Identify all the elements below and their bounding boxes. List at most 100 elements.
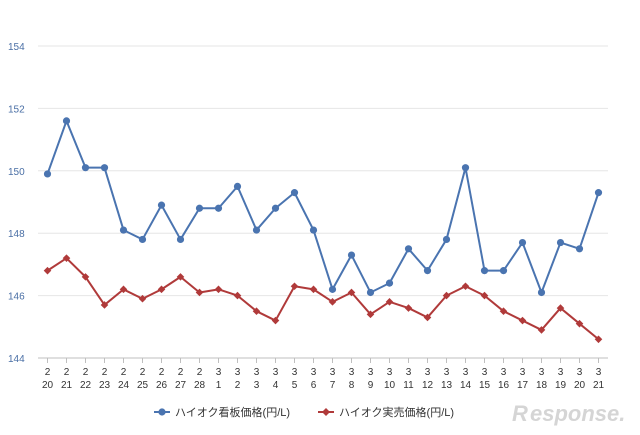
- data-point-series-1[interactable]: [43, 266, 52, 275]
- x-tick-label-month: 3: [216, 367, 222, 378]
- data-point-series-0[interactable]: [62, 117, 71, 125]
- x-tick-label-month: 2: [121, 367, 127, 378]
- data-point-series-1[interactable]: [138, 294, 147, 303]
- x-tick-label-month: 3: [273, 367, 279, 378]
- data-point-series-0[interactable]: [385, 279, 394, 287]
- x-tick-label-day: 6: [311, 380, 317, 391]
- legend-item-series-0[interactable]: ハイオク看板価格(円/L): [154, 405, 290, 419]
- data-point-series-1[interactable]: [100, 301, 109, 309]
- data-point-series-0[interactable]: [575, 245, 584, 253]
- data-point-series-1[interactable]: [233, 291, 242, 300]
- x-tick-label-month: 2: [45, 367, 51, 378]
- data-point-series-0[interactable]: [252, 226, 261, 234]
- data-point-series-0[interactable]: [233, 182, 242, 190]
- data-point-series-1[interactable]: [157, 285, 166, 294]
- data-point-series-1[interactable]: [575, 319, 584, 328]
- data-point-series-1[interactable]: [252, 307, 261, 315]
- x-tick-label-month: 3: [444, 367, 450, 378]
- data-point-series-0[interactable]: [157, 201, 166, 209]
- x-tick-label-month: 3: [501, 367, 507, 378]
- data-point-series-1[interactable]: [480, 291, 489, 300]
- data-point-series-0[interactable]: [594, 189, 603, 197]
- data-point-series-1[interactable]: [290, 282, 299, 291]
- data-point-series-1[interactable]: [328, 298, 337, 306]
- legend-label-series-0: ハイオク看板価格(円/L): [175, 405, 290, 419]
- data-point-series-0[interactable]: [347, 251, 356, 259]
- x-tick-label-day: 24: [118, 380, 130, 391]
- x-tick-label-day: 21: [61, 380, 73, 391]
- data-point-series-0[interactable]: [81, 164, 90, 172]
- x-tick-label-day: 25: [137, 380, 149, 391]
- data-point-series-0[interactable]: [290, 189, 299, 197]
- x-tick-label-month: 2: [159, 367, 165, 378]
- data-point-series-1[interactable]: [81, 273, 90, 281]
- x-tick-label-month: 2: [102, 367, 108, 378]
- data-point-series-0[interactable]: [404, 245, 413, 253]
- data-point-series-1[interactable]: [499, 307, 508, 315]
- data-point-series-0[interactable]: [100, 164, 109, 172]
- x-tick-label-month: 3: [254, 367, 260, 378]
- x-tick-label-day: 5: [292, 380, 298, 391]
- data-point-series-1[interactable]: [214, 285, 223, 294]
- x-tick-label-day: 2: [235, 380, 241, 391]
- data-point-series-1[interactable]: [556, 304, 565, 312]
- data-point-series-1[interactable]: [366, 310, 375, 319]
- data-point-series-1[interactable]: [195, 288, 204, 297]
- legend-marker-series-0: [158, 408, 166, 416]
- data-point-series-0[interactable]: [271, 204, 280, 212]
- x-tick-label-day: 3: [254, 380, 260, 391]
- x-tick-label-month: 3: [539, 367, 545, 378]
- data-point-series-1[interactable]: [385, 298, 394, 306]
- data-point-series-0[interactable]: [138, 235, 147, 244]
- data-point-series-1[interactable]: [461, 282, 470, 291]
- y-tick-label: 148: [8, 229, 25, 240]
- data-point-series-1[interactable]: [594, 335, 603, 344]
- watermark-text: esponse.: [530, 401, 625, 426]
- data-point-series-0[interactable]: [518, 238, 527, 247]
- x-tick-label-month: 3: [292, 367, 298, 378]
- data-point-series-1[interactable]: [119, 285, 128, 294]
- x-tick-label-day: 15: [479, 380, 491, 391]
- data-point-series-1[interactable]: [537, 326, 546, 334]
- x-tick-label-day: 9: [368, 380, 374, 391]
- watermark-logo-letter: R: [512, 401, 528, 426]
- data-point-series-0[interactable]: [556, 238, 565, 247]
- data-point-series-1[interactable]: [309, 285, 318, 294]
- x-tick-label-day: 20: [574, 380, 586, 391]
- data-point-series-0[interactable]: [442, 235, 451, 244]
- data-point-series-0[interactable]: [214, 204, 223, 212]
- data-point-series-0[interactable]: [309, 226, 318, 234]
- x-tick-label-month: 3: [330, 367, 336, 378]
- data-point-series-0[interactable]: [499, 267, 508, 275]
- data-point-series-0[interactable]: [461, 164, 470, 172]
- data-point-series-1[interactable]: [404, 304, 413, 312]
- data-point-series-0[interactable]: [537, 288, 546, 297]
- data-point-series-1[interactable]: [518, 316, 527, 325]
- data-point-series-1[interactable]: [423, 313, 432, 322]
- y-tick-label: 152: [8, 104, 25, 115]
- legend-item-series-1[interactable]: ハイオク実売価格(円/L): [318, 405, 454, 419]
- response-watermark: R esponse.: [512, 401, 625, 426]
- x-tick-label-day: 28: [194, 380, 206, 391]
- series-layer: [43, 117, 603, 344]
- data-point-series-0[interactable]: [328, 285, 337, 293]
- y-tick-label: 144: [8, 354, 25, 365]
- x-tick-label-day: 18: [536, 380, 548, 391]
- data-point-series-0[interactable]: [480, 267, 489, 275]
- legend: ハイオク看板価格(円/L) ハイオク実売価格(円/L): [154, 405, 454, 419]
- data-point-series-1[interactable]: [176, 273, 185, 281]
- data-point-series-0[interactable]: [366, 288, 375, 297]
- y-tick-label: 150: [8, 167, 25, 178]
- data-point-series-0[interactable]: [423, 267, 432, 275]
- x-tick-label-month: 3: [463, 367, 469, 378]
- data-point-series-1[interactable]: [347, 288, 356, 297]
- data-point-series-0[interactable]: [119, 226, 128, 234]
- data-point-series-1[interactable]: [62, 254, 71, 262]
- data-point-series-0[interactable]: [176, 235, 185, 244]
- data-point-series-1[interactable]: [271, 316, 280, 325]
- data-point-series-1[interactable]: [442, 291, 451, 300]
- x-tick-label-day: 16: [498, 380, 510, 391]
- data-point-series-0[interactable]: [43, 170, 52, 178]
- x-tick-label-day: 4: [273, 380, 279, 391]
- data-point-series-0[interactable]: [195, 204, 204, 212]
